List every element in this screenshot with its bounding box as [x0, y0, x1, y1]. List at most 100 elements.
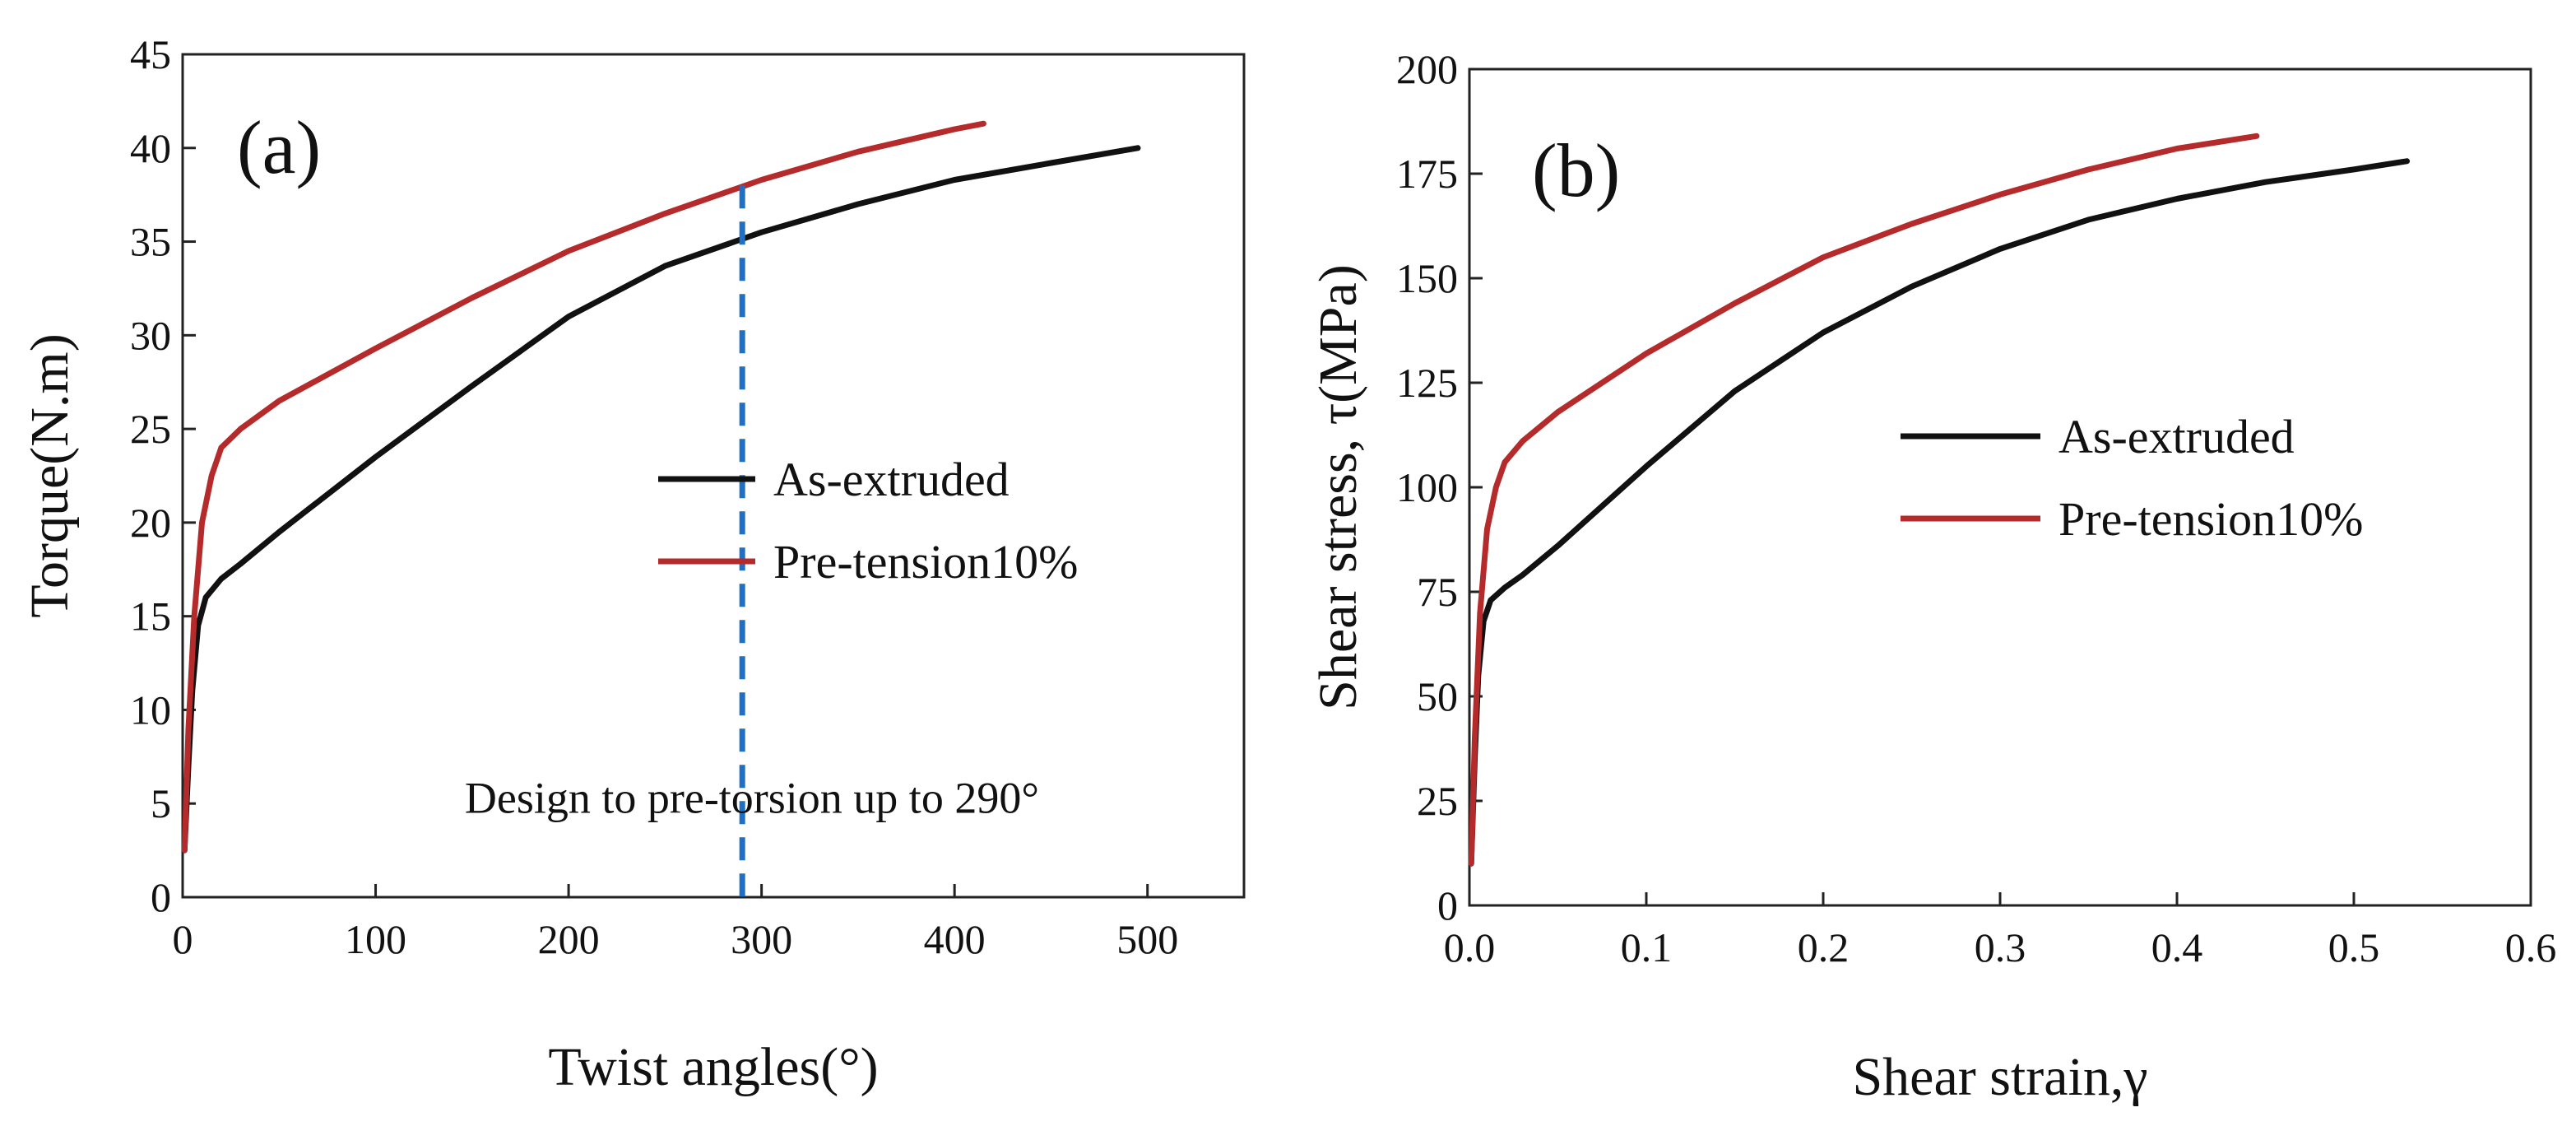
- y-tick-label: 35: [130, 219, 171, 265]
- series-1-point: [1643, 351, 1650, 356]
- x-axis-title: Shear strain,γ: [1852, 1047, 2147, 1107]
- x-tick-label: 0.2: [1798, 924, 1850, 970]
- series-1-point: [469, 295, 476, 301]
- y-tick-label: 150: [1396, 255, 1458, 301]
- series-0-point: [2174, 196, 2180, 202]
- y-tick-label: 0: [151, 874, 171, 920]
- series-1-point: [191, 613, 197, 619]
- series-0-point: [276, 529, 282, 535]
- y-tick-label: 30: [130, 312, 171, 358]
- series-0-point: [565, 314, 572, 319]
- panel-label: (b): [1532, 128, 1620, 212]
- series-1-point: [1909, 221, 1915, 227]
- series-1-point: [662, 211, 668, 216]
- series-0-point: [1997, 246, 2003, 252]
- series-1-point: [1732, 300, 1738, 306]
- series-1-point: [1472, 735, 1478, 741]
- y-tick-label: 175: [1396, 151, 1458, 197]
- series-1-point: [1997, 192, 2003, 198]
- series-1-point: [2086, 166, 2091, 173]
- series-0-point: [2351, 166, 2357, 173]
- y-tick-label: 25: [1417, 778, 1458, 824]
- series-1-point: [1477, 610, 1483, 616]
- panel-label: (a): [237, 105, 321, 189]
- series-1-point: [1502, 459, 1508, 465]
- x-tick-label: 0.3: [1975, 924, 2026, 970]
- x-tick-label: 0: [173, 916, 193, 962]
- series-0-point: [238, 561, 244, 567]
- series-0-point: [218, 575, 225, 582]
- series-1-point: [2253, 133, 2259, 139]
- series-1-point: [1820, 254, 1826, 260]
- series-0-point: [2263, 179, 2268, 185]
- y-tick-label: 5: [151, 780, 171, 826]
- x-tick-label: 0.6: [2505, 924, 2557, 970]
- y-tick-label: 200: [1396, 46, 1458, 92]
- series-1-point: [185, 726, 192, 732]
- legend-label: Pre-tension10%: [2058, 492, 2364, 546]
- series-1-point: [855, 149, 861, 155]
- series-0-point: [1909, 283, 1915, 290]
- series-1-point: [759, 177, 764, 183]
- series-1-point: [1520, 438, 1525, 444]
- series-line-0: [1468, 158, 2410, 867]
- series-1-point: [1493, 484, 1499, 491]
- y-tick-label: 15: [130, 593, 171, 640]
- series-0-point: [1555, 542, 1561, 549]
- y-tick-label: 25: [130, 406, 171, 452]
- series-1-point: [208, 472, 215, 479]
- y-tick-label: 20: [130, 500, 171, 546]
- series-0-point: [855, 201, 861, 207]
- x-tick-label: 300: [731, 916, 792, 962]
- x-tick-label: 0.0: [1444, 924, 1496, 970]
- series-line-1: [181, 120, 986, 854]
- series-1-point: [1555, 409, 1561, 415]
- y-tick-label: 45: [130, 31, 171, 77]
- y-tick-label: 125: [1396, 360, 1458, 406]
- series-0-point: [1520, 572, 1525, 578]
- x-tick-label: 0.5: [2328, 924, 2380, 970]
- series-0-point: [1048, 160, 1054, 166]
- x-tick-label: 100: [345, 916, 406, 962]
- y-tick-label: 10: [130, 686, 171, 733]
- series-1-point: [218, 444, 225, 451]
- y-axis-title: Shear stress, τ(MPa): [1308, 264, 1368, 710]
- panel-b-shear-chart: 0 25 50 75 100 125 150 175 200 0.0 0.1 0.2 0.3 0.4 0.5…: [1308, 46, 2556, 1107]
- y-tick-label: 50: [1417, 673, 1458, 719]
- panel-a-torque-chart: 0 5 10 15 20 25 30 35 40 45 0 100 200 300 400 500 Twist …: [20, 31, 1246, 1097]
- y-tick-label: 100: [1396, 464, 1458, 510]
- plot-frame: [181, 53, 1246, 899]
- series-1-point: [2174, 146, 2180, 151]
- series-0-point: [662, 263, 668, 269]
- series-1-point: [373, 346, 378, 351]
- legend-label: Pre-tension10%: [773, 535, 1079, 589]
- legend-label: As-extruded: [773, 453, 1010, 506]
- series-0-point: [1135, 145, 1141, 151]
- series-0-point: [1732, 388, 1738, 394]
- x-axis-title: Twist angles(°): [548, 1037, 878, 1097]
- series-1-point: [1468, 861, 1474, 867]
- y-axis-title: Torque(N.m): [20, 333, 80, 617]
- series-0-point: [202, 594, 209, 601]
- series-1-point: [182, 847, 188, 854]
- series-0-point: [1488, 597, 1494, 603]
- series-1-point: [1484, 526, 1490, 532]
- y-tick-label: 40: [130, 125, 171, 171]
- legend-label: As-extruded: [2058, 410, 2295, 463]
- y-tick-label: 0: [1437, 882, 1458, 928]
- series-1-point: [238, 426, 244, 432]
- series-0-point: [1643, 463, 1650, 469]
- series-0-point: [1820, 329, 1826, 336]
- annotation-text: Design to pre-torsion up to 290°: [465, 774, 1039, 823]
- x-tick-label: 0.4: [2151, 924, 2203, 970]
- series-0-point: [1502, 584, 1508, 591]
- series-1-point: [981, 120, 986, 127]
- series-0-point: [951, 177, 958, 183]
- series-0-point: [195, 622, 201, 629]
- series-0-point: [469, 383, 476, 389]
- series-0-point: [373, 454, 378, 460]
- x-tick-label: 500: [1116, 916, 1178, 962]
- y-tick-label: 75: [1417, 569, 1458, 615]
